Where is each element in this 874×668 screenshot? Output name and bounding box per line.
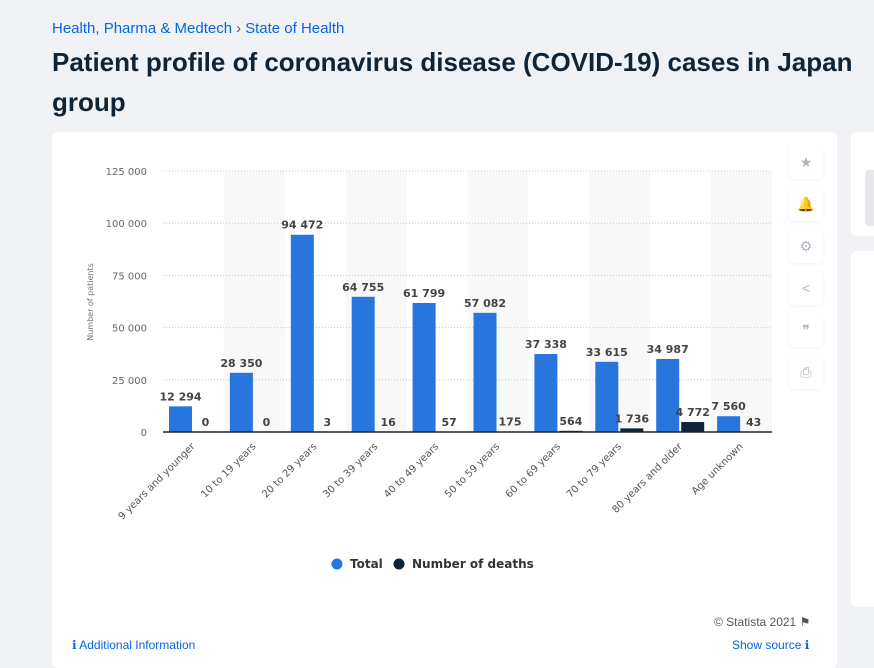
data-label: 4 772 [675, 406, 709, 419]
y-tick-label: 25 000 [112, 376, 147, 387]
legend-marker [393, 558, 405, 570]
quote-icon[interactable]: ❞ [789, 313, 823, 347]
data-label: 61 799 [403, 287, 445, 300]
x-tick-label: Age unknown [690, 441, 746, 497]
copyright: © Statista 2021 ⚑ [714, 615, 811, 629]
print-icon[interactable]: ⎙ [789, 355, 823, 389]
y-tick-label: 0 [141, 428, 147, 439]
star-icon[interactable]: ★ [789, 145, 823, 179]
total-bar [595, 361, 619, 432]
info-icon: ℹ [72, 638, 77, 652]
data-label: 34 987 [647, 343, 689, 356]
data-label: 564 [559, 415, 582, 428]
title-line: group [52, 87, 126, 117]
total-bar [473, 312, 497, 432]
data-label: 1 736 [615, 412, 650, 425]
additional-information-link[interactable]: ℹ Additional Information [72, 638, 196, 652]
data-label: 64 755 [342, 281, 384, 294]
data-label: 28 350 [220, 357, 262, 370]
share-icon[interactable]: < [789, 271, 823, 305]
data-label: 94 472 [281, 219, 323, 232]
data-label: 33 615 [586, 346, 628, 359]
data-label: 43 [746, 416, 761, 429]
legend-marker [331, 558, 343, 570]
deaths-bar [620, 428, 644, 432]
chart-toolbar: ★ 🔔 ⚙ < ❞ ⎙ [789, 145, 823, 397]
total-bar [656, 358, 680, 432]
y-tick-label: 100 000 [106, 219, 147, 230]
show-source-link[interactable]: Show source ℹ [732, 638, 810, 652]
category-band [711, 171, 772, 432]
chart-card [52, 132, 837, 668]
title-line: Patient profile of coronavirus disease (… [52, 47, 853, 77]
x-tick-label: 80 years and older [610, 441, 685, 516]
page-title: Patient profile of coronavirus disease (… [52, 42, 852, 122]
y-axis-label: Number of patients [86, 263, 95, 341]
x-tick-label: 40 to 49 years [382, 441, 441, 500]
breadcrumb-separator: › [236, 20, 242, 37]
x-tick-label: 60 to 69 years [504, 441, 563, 500]
data-label: 12 294 [159, 390, 201, 403]
data-label: 37 338 [525, 338, 567, 351]
info-icon: ℹ [804, 638, 810, 652]
total-bar [717, 416, 741, 432]
total-bar [290, 234, 314, 432]
total-bar [229, 372, 253, 432]
breadcrumb-link[interactable]: Health, Pharma & Medtech [52, 20, 233, 37]
x-tick-label: 9 years and younger [117, 441, 199, 523]
x-tick-label: 20 to 29 years [260, 441, 319, 500]
total-bar [412, 302, 436, 432]
data-label: 0 [263, 416, 271, 429]
x-tick-label: 50 to 59 years [443, 441, 502, 500]
y-tick-label: 75 000 [112, 271, 147, 282]
total-bar [169, 406, 192, 432]
data-label: 57 082 [464, 297, 506, 310]
x-tick-label: 10 to 19 years [199, 441, 258, 500]
breadcrumb: Health, Pharma & Medtech › State of Health [52, 20, 344, 37]
breadcrumb-link[interactable]: State of Health [245, 20, 345, 37]
data-label: 0 [202, 416, 210, 429]
total-bar [534, 354, 558, 432]
deaths-bar [681, 422, 705, 432]
side-panel [851, 132, 874, 236]
bell-icon[interactable]: 🔔 [789, 187, 823, 221]
x-tick-label: 70 to 79 years [565, 441, 624, 500]
data-label: 57 [441, 416, 456, 429]
data-label: 175 [499, 416, 522, 429]
legend-label: Total [350, 557, 383, 571]
y-tick-label: 125 000 [106, 167, 147, 178]
data-label: 16 [381, 416, 397, 429]
page-header: Health, Pharma & Medtech › State of Health… [0, 0, 874, 132]
total-bar [351, 296, 375, 432]
flag-icon: ⚑ [799, 615, 811, 629]
legend-label: Number of deaths [412, 557, 534, 571]
gear-icon[interactable]: ⚙ [789, 229, 823, 263]
data-label: 3 [323, 416, 331, 429]
y-tick-label: 50 000 [112, 324, 147, 335]
x-tick-label: 30 to 39 years [321, 441, 380, 500]
side-panel-details [851, 251, 874, 607]
data-label: 7 560 [711, 400, 746, 413]
